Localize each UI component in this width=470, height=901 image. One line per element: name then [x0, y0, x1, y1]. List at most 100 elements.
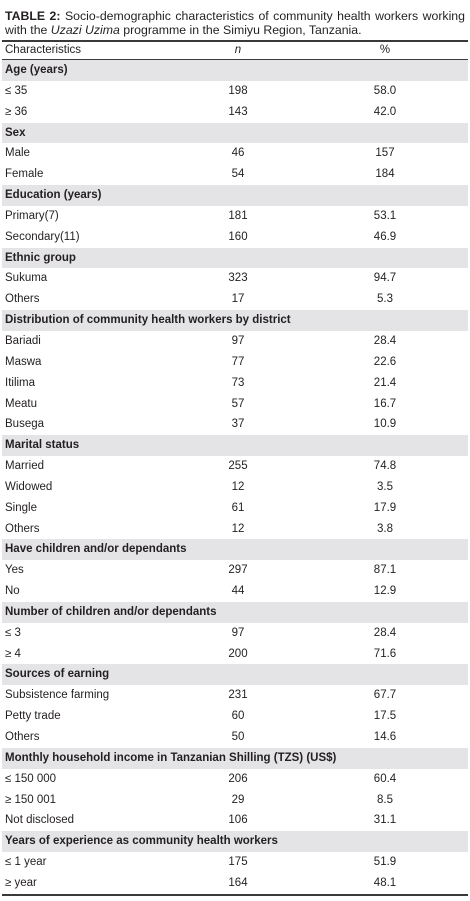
- header-percent: %: [292, 40, 468, 60]
- row-percent: 14.6: [373, 731, 397, 743]
- row-percent: 28.4: [373, 626, 397, 639]
- table-body: Age (years) ≤ 35 198 58.0 ≥ 36 143 42.0 Sex Male…: [2, 59, 468, 896]
- row-label: Subsistence farming: [5, 689, 110, 702]
- row-label: ≤ 150 000: [5, 772, 57, 785]
- section-header-row: Distribution of community health workers…: [2, 310, 468, 331]
- table-row: Others 50 14.6: [2, 727, 468, 748]
- table-row: ≤ 35 198 58.0: [2, 81, 468, 102]
- section-header-row: Sources of earning: [2, 664, 468, 686]
- row-label: Secondary(11): [5, 230, 80, 243]
- table-row: Married 255 74.8: [2, 456, 468, 477]
- row-count: 160: [228, 230, 248, 243]
- row-percent: 67.7: [373, 689, 397, 702]
- row-label: Others: [5, 522, 40, 535]
- table-row: ≥ 150 001 29 8.5: [2, 790, 468, 811]
- table-row: Sukuma 323 94.7: [2, 268, 468, 289]
- row-percent: 46.9: [373, 230, 397, 243]
- programme-name: Uzazi Uzima: [50, 22, 120, 37]
- row-percent: 71.6: [373, 647, 397, 660]
- header-n: n: [178, 40, 292, 60]
- section-header-row: Sex: [2, 122, 468, 144]
- row-label: Widowed: [5, 480, 53, 493]
- row-count: 143: [228, 105, 248, 118]
- demographics-table: Characteristics n % Age (years) ≤ 35 198 58…: [2, 40, 468, 896]
- row-label: Sukuma: [5, 272, 48, 285]
- table-row: Not disclosed 106 31.1: [2, 810, 468, 831]
- row-percent: 58.0: [373, 84, 397, 97]
- row-count: 50: [231, 731, 245, 743]
- row-label: Male: [5, 147, 30, 160]
- row-count: 200: [228, 647, 248, 660]
- section-title: Marital status: [2, 435, 468, 457]
- table-row: Single 61 17.9: [2, 498, 468, 519]
- row-label: Single: [5, 501, 37, 514]
- row-percent: 17.5: [373, 710, 397, 723]
- row-percent: 8.5: [377, 793, 393, 806]
- row-count: 206: [228, 772, 248, 785]
- section-header-row: Years of experience as community health …: [2, 831, 468, 853]
- row-label: Maswa: [5, 355, 42, 368]
- table-row: Primary(7) 181 53.1: [2, 206, 468, 227]
- row-percent: 60.4: [373, 772, 397, 785]
- section-title: Age (years): [2, 59, 468, 81]
- table-row: ≥ year 164 48.1: [2, 872, 468, 896]
- row-count: 231: [228, 689, 248, 702]
- row-label: ≤ 35: [5, 84, 28, 97]
- row-count: 12: [231, 522, 245, 535]
- section-header-row: Age (years): [2, 59, 468, 81]
- table-caption: TABLE 2: Socio-demographic characteristi…: [0, 0, 470, 37]
- row-count: 97: [231, 626, 245, 639]
- row-percent: 5.3: [377, 293, 393, 306]
- row-count: 57: [231, 397, 245, 410]
- row-label: ≥ 4: [5, 647, 21, 660]
- row-label: Female: [5, 168, 44, 181]
- section-header-row: Number of children and/or dependants: [2, 601, 468, 623]
- row-percent: 51.9: [373, 856, 397, 869]
- row-label: ≥ year: [2, 872, 178, 896]
- section-title: Ethnic group: [2, 247, 468, 269]
- table-row: Meatu 57 16.7: [2, 394, 468, 415]
- row-count: 175: [228, 856, 248, 869]
- row-label: Meatu: [5, 397, 37, 410]
- row-percent: 22.6: [373, 355, 397, 368]
- section-header-row: Ethnic group: [2, 247, 468, 269]
- row-count: 73: [231, 376, 245, 389]
- row-label: Others: [5, 731, 40, 743]
- row-label: Busega: [5, 418, 45, 431]
- section-title: Monthly household income in Tanzanian Sh…: [2, 747, 468, 769]
- row-percent: 16.7: [373, 397, 397, 410]
- row-count: 29: [231, 793, 245, 806]
- table-row: ≤ 3 97 28.4: [2, 623, 468, 644]
- row-count: 77: [231, 355, 245, 368]
- table-row: ≤ 150 000 206 60.4: [2, 769, 468, 790]
- row-count: 12: [231, 480, 245, 493]
- table-row: Maswa 77 22.6: [2, 352, 468, 373]
- row-label: ≥ 150 001: [5, 793, 57, 806]
- section-title: Years of experience as community health …: [2, 831, 468, 853]
- table-row: Subsistence farming 231 67.7: [2, 685, 468, 706]
- table-row: Bariadi 97 28.4: [2, 331, 468, 352]
- row-label: Itilima: [5, 376, 36, 389]
- row-count: 97: [231, 334, 245, 347]
- row-count: 54: [231, 168, 245, 181]
- row-label: No: [5, 585, 20, 598]
- row-count: 60: [231, 710, 245, 723]
- row-label: Not disclosed: [5, 814, 75, 827]
- table-row: ≥ 4 200 71.6: [2, 644, 468, 665]
- caption-text-end: programme in the Simiyu Region, Tanzania…: [119, 22, 362, 37]
- row-label: Married: [5, 460, 44, 473]
- row-percent: 48.1: [292, 872, 468, 896]
- row-label: Yes: [5, 564, 24, 577]
- table-row: ≤ 1 year 175 51.9: [2, 852, 468, 873]
- row-percent: 31.1: [373, 814, 397, 827]
- header-row: Characteristics n %: [2, 40, 468, 60]
- row-label: ≤ 3: [5, 626, 21, 639]
- row-percent: 28.4: [373, 334, 397, 347]
- header-characteristics: Characteristics: [2, 40, 178, 60]
- table-row: Itilima 73 21.4: [2, 373, 468, 394]
- row-percent: 94.7: [373, 272, 397, 285]
- caption-text: Socio-demographic characteristics of com…: [5, 9, 465, 37]
- row-label: ≤ 1 year: [5, 856, 47, 869]
- row-percent: 157: [375, 147, 395, 160]
- section-title: Number of children and/or dependants: [2, 601, 468, 623]
